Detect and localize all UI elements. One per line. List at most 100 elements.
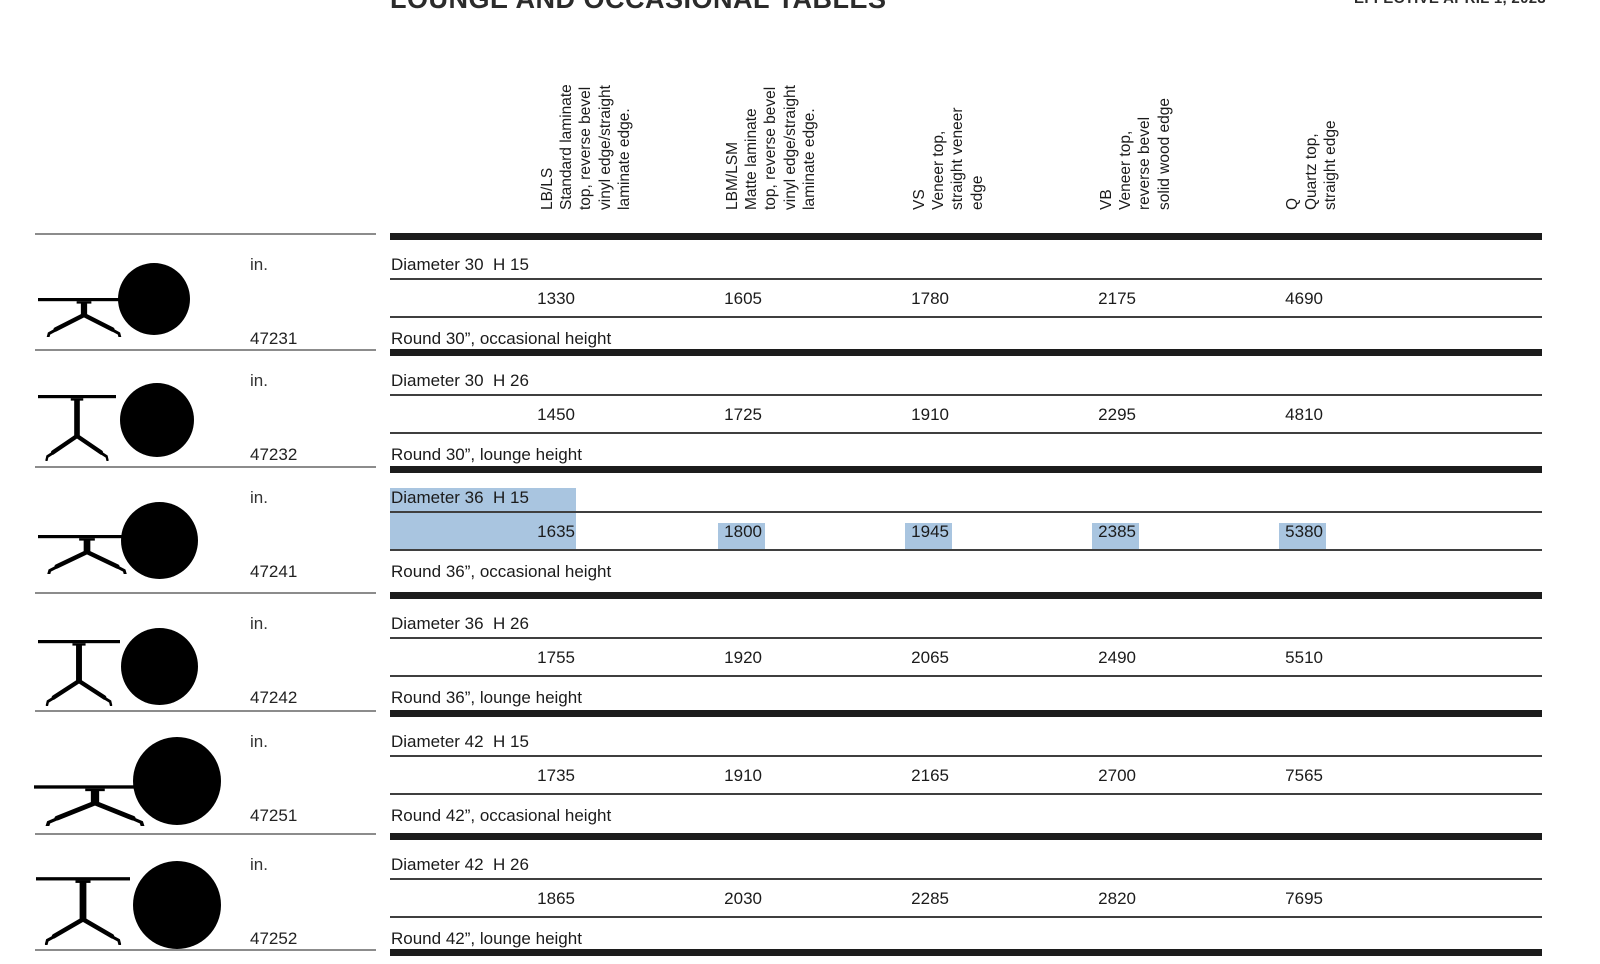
- table-row: in. Diameter 42 H 26 1865 2030 2285 2820…: [0, 833, 1600, 949]
- table-row: in. Diameter 30 H 15 1330 1605 1780 2175…: [0, 233, 1600, 349]
- row-rule: [390, 549, 1542, 551]
- table-top-view-icon: [133, 861, 221, 949]
- product-description: Round 30”, lounge height: [391, 445, 582, 464]
- price-cell: 2490: [1098, 648, 1136, 667]
- price-cell: 5380: [1285, 522, 1323, 541]
- column-header-vb: VB Veneer top, reverse bevel solid wood …: [1097, 38, 1174, 210]
- highlight-cell: [718, 523, 765, 549]
- price-cell: 2285: [911, 889, 949, 908]
- price-cell: 1725: [724, 405, 762, 424]
- table-top-view-icon: [118, 263, 190, 335]
- unit-label: in.: [250, 732, 268, 751]
- price-cell: 1450: [537, 405, 575, 424]
- row-divider: [390, 592, 1542, 599]
- row-divider: [35, 349, 376, 351]
- product-code: 47251: [250, 806, 298, 825]
- column-header-lb-ls: LB/LS Standard laminate top, reverse bev…: [538, 38, 634, 210]
- price-cell: 1755: [537, 648, 575, 667]
- row-divider: [35, 949, 376, 951]
- row-divider: [35, 833, 376, 835]
- product-code: 47241: [250, 562, 298, 581]
- price-cell: 1800: [724, 522, 762, 541]
- row-divider: [35, 710, 376, 712]
- page-title: LOUNGE AND OCCASIONAL TABLES: [390, 0, 887, 13]
- price-cell: 2165: [911, 766, 949, 785]
- table-side-view-icon: [38, 389, 116, 461]
- price-cell: 2820: [1098, 889, 1136, 908]
- row-divider: [35, 466, 376, 468]
- row-divider: [390, 833, 1542, 840]
- column-header-lbm-lsm: LBM/LSM Matte laminate top, reverse beve…: [723, 38, 819, 210]
- column-code: LBM/LSM: [724, 141, 741, 210]
- table-row: in. Diameter 30 H 26 1450 1725 1910 2295…: [0, 349, 1600, 466]
- row-rule: [390, 394, 1542, 396]
- price-cell: 1945: [911, 522, 949, 541]
- product-description: Round 30”, occasional height: [391, 329, 612, 348]
- table-side-view-icon: [38, 291, 130, 337]
- price-cell: 1605: [724, 289, 762, 308]
- price-cell: 7565: [1285, 766, 1323, 785]
- price-cell: 2030: [724, 889, 762, 908]
- product-description: Round 36”, occasional height: [391, 562, 612, 581]
- price-cell: 4810: [1285, 405, 1323, 424]
- highlight-cell: [905, 523, 952, 549]
- dimension-label: Diameter 30 H 15: [391, 255, 529, 274]
- row-rule: [390, 793, 1542, 795]
- effective-date: EFFECTIVE APRIL 1, 2023: [1354, 0, 1546, 7]
- row-divider: [390, 710, 1542, 717]
- product-code: 47232: [250, 445, 298, 464]
- unit-label: in.: [250, 614, 268, 633]
- price-cell: 2700: [1098, 766, 1136, 785]
- price-cell: 7695: [1285, 889, 1323, 908]
- product-code: 47242: [250, 688, 298, 707]
- table-row: in. Diameter 36 H 26 1755 1920 2065 2490…: [0, 592, 1600, 710]
- price-cell: 5510: [1285, 648, 1323, 667]
- price-cell: 1635: [537, 522, 575, 541]
- unit-label: in.: [250, 371, 268, 390]
- row-divider: [390, 949, 1542, 956]
- row-divider: [390, 466, 1542, 473]
- table-top-view-icon: [121, 502, 198, 579]
- highlight-cell: [1279, 523, 1326, 549]
- price-cell: 1735: [537, 766, 575, 785]
- product-description: Round 42”, occasional height: [391, 806, 612, 825]
- row-rule: [390, 916, 1542, 918]
- product-description: Round 36”, lounge height: [391, 688, 582, 707]
- row-rule: [390, 316, 1542, 318]
- row-rule: [390, 637, 1542, 639]
- dimension-label: Diameter 36 H 26: [391, 614, 529, 633]
- row-rule: [390, 511, 1542, 513]
- row-rule: [390, 432, 1542, 434]
- dimension-label: Diameter 42 H 26: [391, 855, 529, 874]
- table-side-view-icon: [36, 871, 130, 945]
- price-cell: 1330: [537, 289, 575, 308]
- table-row: in. Diameter 42 H 15 1735 1910 2165 2700…: [0, 710, 1600, 833]
- price-cell: 4690: [1285, 289, 1323, 308]
- highlight-block: [390, 488, 576, 549]
- row-rule: [390, 755, 1542, 757]
- row-rule: [390, 675, 1542, 677]
- column-header-vs: VS Veneer top, straight veneer edge: [910, 38, 987, 210]
- product-code: 47252: [250, 929, 298, 948]
- table-top-view-icon: [120, 383, 194, 457]
- column-header-q: Q Quartz top, straight edge: [1283, 38, 1341, 210]
- price-cell: 1910: [911, 405, 949, 424]
- highlight-cell: [1092, 523, 1139, 549]
- row-divider: [390, 233, 1542, 240]
- row-divider: [390, 349, 1542, 356]
- dimension-label: Diameter 42 H 15: [391, 732, 529, 751]
- unit-label: in.: [250, 255, 268, 274]
- table-side-view-icon: [38, 634, 120, 706]
- product-code: 47231: [250, 329, 298, 348]
- table-row-highlighted: in. Diameter 36 H 15 1635 1800 1945 2385…: [0, 466, 1600, 592]
- column-code: VS: [911, 189, 928, 210]
- row-divider: [35, 233, 376, 235]
- column-code: LB/LS: [539, 167, 556, 210]
- price-cell: 2385: [1098, 522, 1136, 541]
- price-cell: 1920: [724, 648, 762, 667]
- dimension-label: Diameter 36 H 15: [391, 488, 529, 507]
- unit-label: in.: [250, 855, 268, 874]
- price-cell: 2065: [911, 648, 949, 667]
- dimension-label: Diameter 30 H 26: [391, 371, 529, 390]
